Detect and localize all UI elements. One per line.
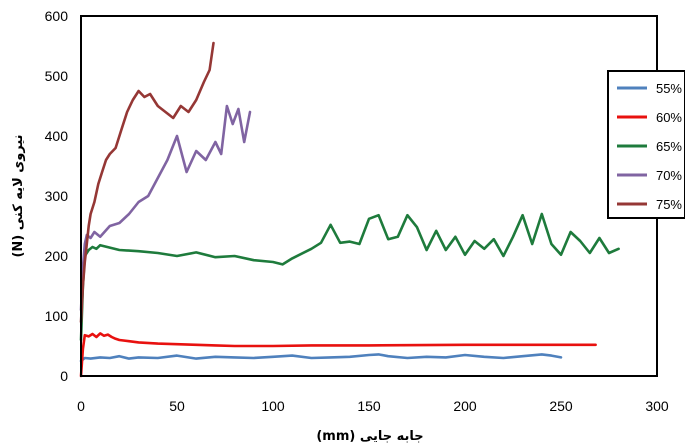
- legend-label: 75%: [656, 197, 682, 212]
- legend-label: 70%: [656, 168, 682, 183]
- y-axis-ticks: 0 100 200 300 400 500 600: [45, 8, 69, 384]
- y-tick-label: 500: [45, 68, 69, 84]
- y-tick-label: 200: [45, 248, 69, 264]
- x-tick-label: 50: [169, 398, 185, 414]
- x-tick-label: 0: [77, 398, 85, 414]
- series-line-70pct: [79, 104, 252, 312]
- legend-label: 55%: [656, 81, 682, 96]
- legend-label: 60%: [656, 110, 682, 125]
- x-axis-title: جابه جایی (mm): [316, 429, 423, 444]
- x-tick-label: 150: [357, 398, 381, 414]
- series-line-60pct: [79, 332, 597, 378]
- x-tick-label: 100: [261, 398, 285, 414]
- legend: 55% 60% 65% 70% 75%: [607, 70, 685, 219]
- series-line-65pct: [79, 212, 620, 342]
- series-line-55pct: [79, 353, 563, 363]
- x-tick-label: 300: [645, 398, 669, 414]
- y-tick-label: 300: [45, 188, 69, 204]
- series-line-75pct: [79, 41, 215, 324]
- x-tick-label: 200: [453, 398, 477, 414]
- legend-label: 65%: [656, 139, 682, 154]
- x-tick-label: 250: [549, 398, 573, 414]
- y-tick-label: 100: [45, 308, 69, 324]
- y-tick-label: 400: [45, 128, 69, 144]
- y-tick-label: 600: [45, 8, 69, 24]
- y-axis-title: نیروی لایه کنی (N): [11, 134, 26, 257]
- y-tick-label: 0: [60, 368, 68, 384]
- x-axis-ticks: 0 50 100 150 200 250 300: [77, 398, 669, 414]
- plot-series: [79, 41, 620, 378]
